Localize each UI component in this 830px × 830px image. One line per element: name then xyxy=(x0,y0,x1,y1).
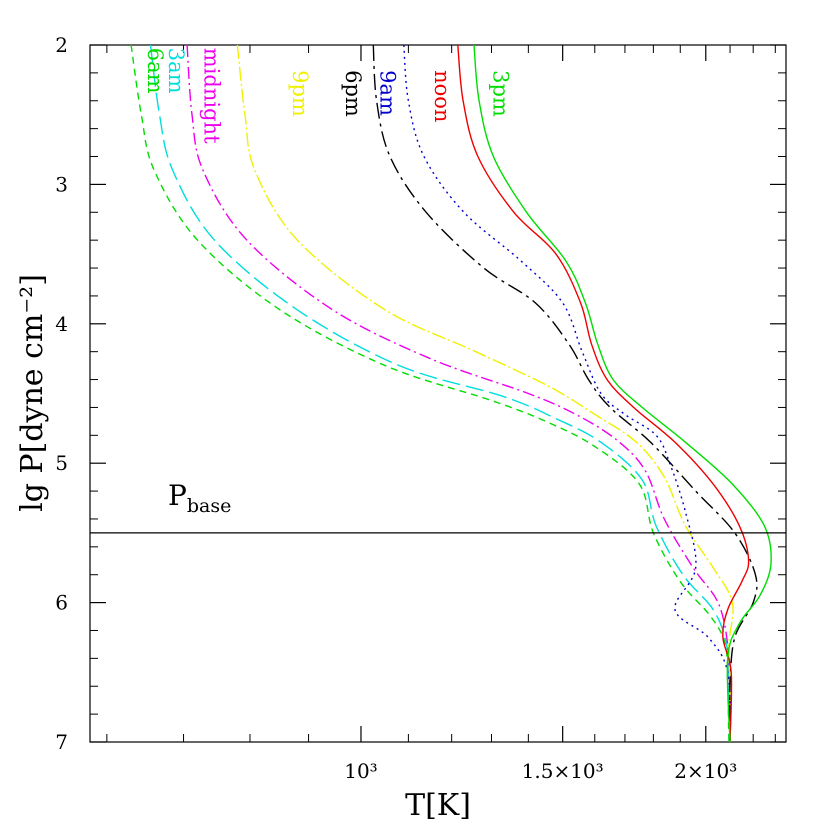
y-tick-label: 3 xyxy=(55,172,68,196)
series-label-6am: 6am xyxy=(143,48,167,94)
x-tick-label: 1.5×10³ xyxy=(522,759,604,783)
x-axis-label: T[K] xyxy=(405,788,471,823)
y-tick-label: 4 xyxy=(55,312,68,336)
series-label-6pm: 6pm xyxy=(341,70,365,117)
x-tick-label: 2×10³ xyxy=(674,759,737,783)
y-axis-label: lg P[dyne cm⁻²] xyxy=(15,274,50,512)
p-base-label: Pbase xyxy=(168,479,231,517)
series-label-9pm: 9pm xyxy=(288,70,312,117)
series-label-9am: 9am xyxy=(376,70,400,116)
reference-line-group: Pbase xyxy=(90,479,786,534)
p-base-label-sub: base xyxy=(187,495,232,517)
series-group xyxy=(130,44,772,743)
axis-ticks xyxy=(90,44,786,743)
y-tick-label: 7 xyxy=(55,730,68,754)
series-line-9am xyxy=(403,44,731,743)
y-tick-label: 6 xyxy=(55,591,68,615)
y-tick-label: 2 xyxy=(55,33,68,57)
series-label-midnight: midnight xyxy=(199,48,223,144)
tick-labels: 2 3 4 5 6 7 10³ 1.5×10³ 2×10³ xyxy=(55,33,737,783)
series-line-3am xyxy=(149,44,731,743)
series-line-noon xyxy=(457,44,750,743)
series-line-6pm xyxy=(372,44,758,743)
series-label-3am: 3am xyxy=(164,48,188,94)
plot-frame xyxy=(89,44,787,743)
series-line-9pm xyxy=(236,44,734,743)
series-line-midnight xyxy=(186,44,731,743)
series-line-6am xyxy=(130,44,730,743)
x-tick-label: 10³ xyxy=(344,759,377,783)
p-base-label-main: P xyxy=(168,479,187,512)
series-label-3pm: 3pm xyxy=(488,70,512,117)
series-label-noon: noon xyxy=(430,70,454,122)
y-tick-label: 5 xyxy=(55,451,68,475)
series-line-3pm xyxy=(473,44,772,743)
